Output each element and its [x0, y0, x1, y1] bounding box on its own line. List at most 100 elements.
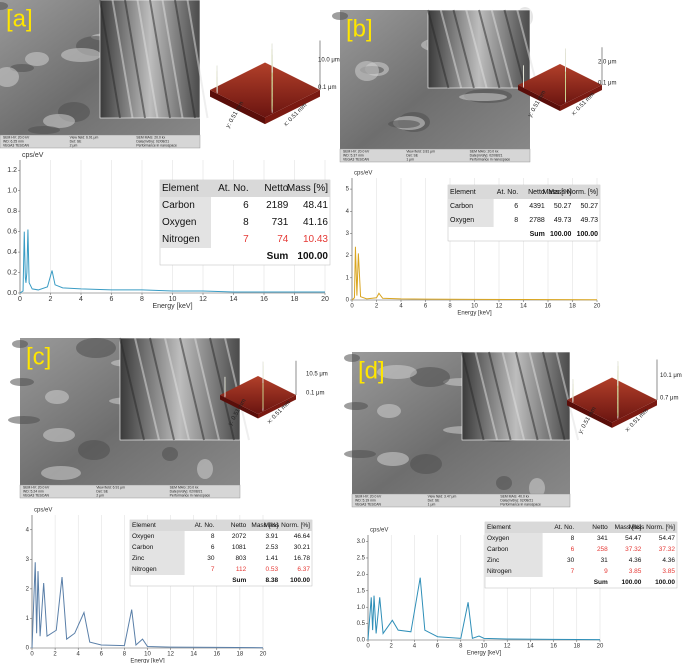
y-tick-label: 4 — [346, 209, 350, 215]
table-cell: 9 — [604, 568, 608, 575]
table-cell: 341 — [597, 535, 608, 542]
table-header: Element — [487, 524, 511, 531]
table-cell: Oxygen — [487, 535, 510, 542]
x-tick-label: 18 — [291, 296, 299, 303]
sem-footer-text: Det: SE — [406, 153, 418, 157]
table-cell: 30.21 — [294, 544, 311, 551]
sem-inset-texture — [99, 0, 121, 119]
panel-label: [b] — [346, 15, 373, 42]
y-tick-label: 0.5 — [357, 621, 366, 627]
table-cell: 74 — [277, 234, 289, 245]
y-tick-label: 0.6 — [7, 228, 17, 235]
x-tick-label: 20 — [321, 296, 329, 303]
x-tick-label: 8 — [123, 652, 127, 658]
x-tick-label: 10 — [481, 644, 488, 650]
x-tick-label: 14 — [527, 644, 534, 650]
sem-feature — [410, 454, 442, 474]
table-header: Mass Norm. [%] — [548, 189, 598, 196]
y-tick-label: 2 — [26, 586, 30, 592]
sem-inset-texture — [179, 337, 205, 441]
table-cell: 7 — [571, 568, 575, 575]
y-axis-label: cps/eV — [370, 528, 388, 534]
sem-inset-texture — [149, 337, 175, 441]
x-axis-label: Energy [keV] — [130, 659, 165, 663]
table-cell: 10.43 — [303, 234, 328, 245]
sem-feature — [377, 404, 401, 418]
table-cell: 46.64 — [294, 533, 311, 540]
table-cell: 6 — [243, 200, 249, 211]
sem-feature — [529, 478, 545, 498]
table-col-bg — [130, 531, 185, 575]
table-cell: 3.85 — [662, 568, 675, 575]
sem-inset-texture — [149, 0, 171, 119]
table-header: Element — [162, 183, 199, 194]
sem-feature — [344, 450, 376, 458]
sem-footer-text: SEM MAG: 40.0 kx — [500, 494, 529, 498]
table-header: At. No. — [195, 522, 215, 529]
x-tick-label: 6 — [100, 652, 104, 658]
table-cell: Carbon — [132, 544, 154, 551]
x-tick-label: 16 — [213, 652, 220, 658]
sem-inset-texture — [427, 9, 450, 89]
sem-feature — [61, 48, 101, 62]
x-tick-label: 20 — [260, 652, 267, 658]
table-cell: 6 — [571, 546, 575, 553]
sem-footer-text: WD: 5.19 mm — [355, 498, 376, 502]
afm-surface — [518, 64, 602, 106]
sem-inset-texture — [555, 351, 580, 441]
y-tick-label: 3 — [26, 557, 30, 563]
table-cell: 0.53 — [265, 566, 278, 573]
y-axis-label: cps/eV — [354, 171, 372, 177]
afm-z-max: 10.0 μm — [318, 57, 340, 63]
sem-feature — [10, 378, 34, 386]
sem-footer-text: 2 μm — [70, 143, 78, 147]
table-cell: Carbon — [162, 200, 195, 211]
y-tick-label: 0.8 — [7, 208, 17, 215]
x-tick-label: 16 — [550, 644, 557, 650]
sem-inset-texture — [119, 337, 145, 441]
table-header-bg — [448, 185, 600, 199]
spectrum-line — [19, 229, 325, 294]
table-col-bg — [485, 533, 543, 577]
table-sum-value: 100.00 — [290, 577, 310, 584]
sem-feature — [197, 459, 213, 479]
sem-inset-texture — [164, 337, 190, 441]
table-cell: 731 — [272, 217, 289, 228]
table-header: Mass [%] — [251, 522, 278, 529]
x-tick-label: 0 — [366, 644, 370, 650]
afm-side — [560, 85, 602, 112]
x-tick-label: 2 — [390, 644, 394, 650]
table-sum-value: 100.00 — [550, 231, 572, 238]
x-tick-label: 20 — [597, 644, 604, 650]
x-axis-label: Energy [keV] — [152, 303, 192, 310]
x-tick-label: 16 — [545, 304, 552, 310]
table-cell: 6 — [211, 544, 215, 551]
y-tick-label: 1.0 — [7, 188, 17, 195]
x-tick-label: 10 — [169, 296, 177, 303]
table-header: Netto — [592, 524, 608, 531]
x-tick-label: 6 — [110, 296, 114, 303]
afm-z-max: 10.5 μm — [306, 372, 328, 378]
afm-side — [265, 90, 320, 125]
table-cell: Oxygen — [162, 217, 196, 228]
table-cell: 4.36 — [662, 557, 675, 564]
afm-z-min: 0.1 μm — [306, 391, 324, 397]
y-tick-label: 5 — [346, 187, 350, 193]
table-header: Element — [132, 522, 156, 529]
sem-feature — [12, 340, 28, 348]
table-cell: Zinc — [487, 557, 500, 564]
sem-inset-texture — [515, 351, 539, 441]
afm-side — [567, 400, 612, 428]
table-header: At. No. — [554, 524, 574, 531]
table-header: Netto — [231, 522, 247, 529]
y-tick-label: 4 — [26, 527, 30, 533]
sem-inset-texture — [136, 0, 159, 119]
sem-footer-bar — [19, 484, 241, 499]
sem-footer-text: Date(m/d/y): 02/08/21 — [500, 498, 533, 502]
x-axis-label: Energy [keV] — [457, 311, 492, 317]
table-cell: 7 — [243, 234, 249, 245]
table-header-bg — [130, 520, 312, 531]
x-tick-label: 12 — [199, 296, 207, 303]
sem-footer-text: 1 μm — [428, 502, 436, 506]
